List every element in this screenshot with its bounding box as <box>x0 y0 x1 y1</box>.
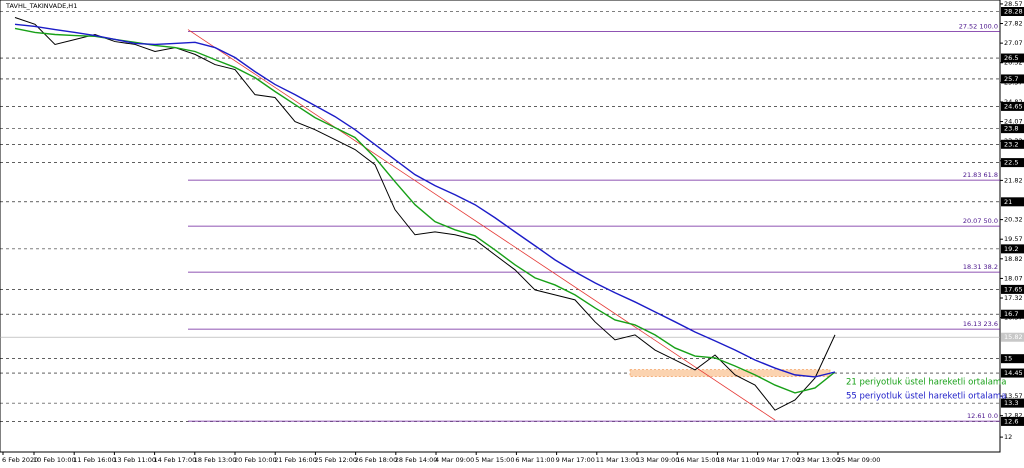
level-label-bg <box>1001 197 1024 207</box>
level-label-bg <box>1001 398 1024 408</box>
level-label: 19.2 <box>1004 245 1018 253</box>
x-tick-label: 10 Feb 10:00 <box>33 456 76 464</box>
x-tick-label: 9 Mar 17:00 <box>556 456 595 464</box>
y-tick-label: 24.07 <box>1004 118 1023 126</box>
level-label: 24.65 <box>1004 102 1023 110</box>
level-label: 15 <box>1004 355 1012 363</box>
level-label-bg <box>1001 244 1024 254</box>
y-tick-label: 27.07 <box>1004 39 1023 47</box>
y-tick-label: 26.32 <box>1004 59 1023 67</box>
level-label: 23.2 <box>1004 140 1018 148</box>
y-tick-label: 12 <box>1004 433 1012 441</box>
x-tick-label: 28 Feb 14:00 <box>395 456 438 464</box>
legend-entry: 55 periyotluk üstel hareketli ortalama <box>846 392 1006 402</box>
level-label-bg <box>1001 284 1024 294</box>
level-label-bg <box>1001 368 1024 378</box>
x-tick-label: 4 Mar 09:00 <box>435 456 474 464</box>
x-tick-label: 11 Feb 16:00 <box>73 456 116 464</box>
x-tick-label: 18 Feb 13:00 <box>194 456 237 464</box>
x-tick-label: 20 Feb 10:00 <box>234 456 277 464</box>
level-label-bg <box>1001 416 1024 426</box>
fib-label: 16.13 23.6 <box>963 320 998 328</box>
x-tick-label: 19 Mar 17:00 <box>757 456 800 464</box>
level-label: 28.28 <box>1004 8 1023 16</box>
y-tick-label: 18.82 <box>1004 255 1023 263</box>
x-tick-label: 13 Feb 11:00 <box>113 456 156 464</box>
level-label-bg <box>1001 354 1024 364</box>
x-tick-label: 5 Mar 15:00 <box>475 456 514 464</box>
chart-title: TAVHL_TAKINVADE,H1 <box>5 2 77 10</box>
y-tick-label: 18.07 <box>1004 274 1023 282</box>
level-label-bg <box>1001 101 1024 111</box>
x-tick-label: 6 Mar 11:00 <box>515 456 554 464</box>
level-label: 23.8 <box>1004 125 1018 133</box>
level-label: 26.5 <box>1004 54 1018 62</box>
x-tick-label: 11 Mar 13:00 <box>596 456 639 464</box>
level-label-bg <box>1001 74 1024 84</box>
level-label-bg <box>1001 53 1024 63</box>
x-tick-label: 25 Feb 12:00 <box>314 456 357 464</box>
legend-entry: 21 periyotluk üstel hareketli ortalama <box>846 378 1006 388</box>
level-label: 25.7 <box>1004 75 1018 83</box>
y-tick-label: 13.57 <box>1004 392 1023 400</box>
y-tick-label: 19.57 <box>1004 235 1023 243</box>
level-label-bg <box>1001 124 1024 134</box>
level-label: 12.6 <box>1004 417 1018 425</box>
trendline <box>187 29 776 421</box>
level-label: 21 <box>1004 198 1012 206</box>
fib-label: 27.52 100.0 <box>959 22 998 30</box>
x-tick-label: 16 Mar 15:00 <box>676 456 719 464</box>
fib-label: 20.07 50.0 <box>963 217 998 225</box>
fib-label: 21.83 61.8 <box>963 171 998 179</box>
x-tick-label: 25 Mar 09:00 <box>837 456 880 464</box>
x-tick-label: 14 Feb 17:00 <box>154 456 197 464</box>
level-label-bg <box>1001 158 1024 168</box>
y-tick-label: 12.82 <box>1004 412 1023 420</box>
level-label-bg <box>1001 309 1024 319</box>
level-label: 13.3 <box>1004 399 1018 407</box>
y-tick-label: 28.57 <box>1004 0 1023 8</box>
line-series <box>14 17 836 411</box>
level-label: 16.7 <box>1004 310 1018 318</box>
y-tick-label: 17.32 <box>1004 294 1023 302</box>
level-label-bg <box>1001 7 1024 17</box>
fib-label: 18.31 38.2 <box>963 263 998 271</box>
y-tick-label: 21.82 <box>1004 176 1023 184</box>
x-tick-label: 21 Feb 16:00 <box>274 456 317 464</box>
x-tick-label: 26 Feb 18:00 <box>355 456 398 464</box>
level-label: 14.45 <box>1004 369 1023 377</box>
line-series <box>14 23 836 378</box>
x-tick-label: 23 Mar 13:00 <box>797 456 840 464</box>
current-price-bg <box>1001 332 1024 342</box>
x-tick-label: 6 Feb 2020 <box>2 456 38 464</box>
current-price-label: 15.82 <box>1004 333 1023 341</box>
level-label-bg <box>1001 139 1024 149</box>
x-tick-label: 18 Mar 11:00 <box>716 456 759 464</box>
fib-label: 12.61 0.0 <box>967 412 998 420</box>
y-tick-label: 20.32 <box>1004 216 1023 224</box>
y-tick-label: 27.82 <box>1004 20 1023 28</box>
level-label: 17.65 <box>1004 285 1023 293</box>
level-label: 22.5 <box>1004 159 1018 167</box>
x-tick-label: 13 Mar 09:00 <box>636 456 679 464</box>
